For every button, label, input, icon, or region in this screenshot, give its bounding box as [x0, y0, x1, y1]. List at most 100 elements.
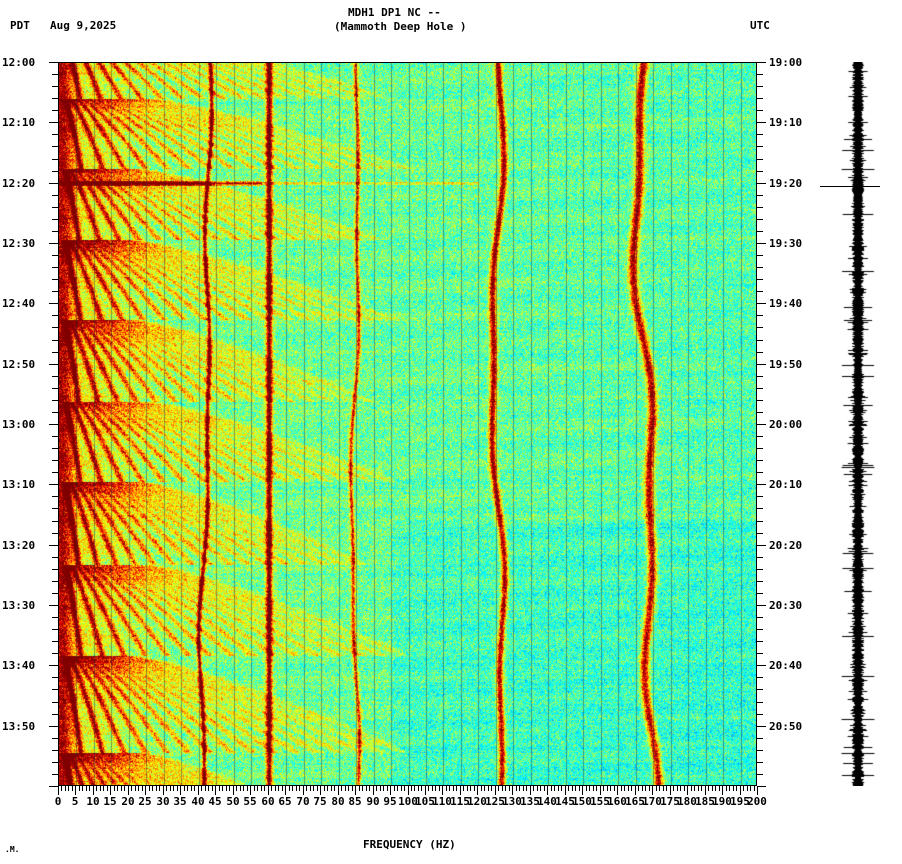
freq-tick-minor — [432, 786, 433, 791]
time-tick-minor — [52, 400, 58, 401]
time-tick-major — [757, 665, 766, 666]
time-tick-major — [49, 303, 58, 304]
freq-tick-label: 105 — [415, 795, 435, 808]
freq-tick-major — [722, 786, 723, 795]
freq-tick-minor — [572, 786, 573, 791]
freq-tick-label: 190 — [712, 795, 732, 808]
freq-tick-minor — [666, 786, 667, 791]
freq-tick-minor — [138, 786, 139, 791]
freq-tick-major — [215, 786, 216, 795]
freq-tick-minor — [502, 786, 503, 791]
freq-tick-minor — [131, 786, 132, 791]
time-tick-minor — [757, 98, 763, 99]
time-tick-label: 13:30 — [2, 599, 36, 612]
time-tick-minor — [757, 86, 763, 87]
freq-tick-major — [128, 786, 129, 795]
frequency-axis-label: FREQUENCY (HZ) — [363, 838, 456, 851]
freq-tick-minor — [191, 786, 192, 791]
freq-tick-minor — [401, 786, 402, 791]
time-tick-minor — [52, 641, 58, 642]
freq-tick-major — [757, 786, 758, 795]
freq-tick-label: 145 — [555, 795, 575, 808]
time-tick-label: 12:50 — [2, 358, 36, 371]
freq-tick-major — [75, 786, 76, 795]
time-tick-minor — [52, 219, 58, 220]
freq-tick-label: 80 — [331, 795, 345, 808]
freq-tick-minor — [638, 786, 639, 791]
time-tick-major — [757, 62, 766, 63]
freq-tick-major — [670, 786, 671, 795]
freq-tick-major — [425, 786, 426, 795]
freq-tick-minor — [586, 786, 587, 791]
freq-tick-minor — [624, 786, 625, 791]
freq-tick-minor — [261, 786, 262, 791]
freq-tick-minor — [135, 786, 136, 791]
freq-tick-minor — [701, 786, 702, 791]
freq-tick-label: 185 — [695, 795, 715, 808]
freq-tick-minor — [65, 786, 66, 791]
freq-tick-label: 135 — [520, 795, 540, 808]
time-tick-minor — [52, 207, 58, 208]
freq-tick-minor — [187, 786, 188, 791]
freq-tick-minor — [607, 786, 608, 791]
freq-tick-minor — [362, 786, 363, 791]
time-tick-major — [49, 786, 58, 787]
time-tick-label: 12:10 — [2, 116, 36, 129]
time-tick-minor — [757, 195, 763, 196]
time-tick-major — [757, 605, 766, 606]
freq-tick-minor — [610, 786, 611, 791]
time-tick-major — [757, 786, 766, 787]
freq-tick-label: 115 — [450, 795, 470, 808]
freq-tick-minor — [61, 786, 62, 791]
time-tick-minor — [52, 412, 58, 413]
time-tick-minor — [52, 376, 58, 377]
time-tick-major — [757, 484, 766, 485]
freq-tick-minor — [271, 786, 272, 791]
freq-tick-major — [163, 786, 164, 795]
freq-tick-minor — [509, 786, 510, 791]
freq-tick-label: 0 — [54, 795, 62, 808]
freq-tick-minor — [453, 786, 454, 791]
time-tick-label: 20:30 — [769, 599, 803, 612]
freq-tick-major — [390, 786, 391, 795]
spectrogram-plot[interactable] — [58, 62, 757, 786]
freq-tick-label: 195 — [730, 795, 750, 808]
time-tick-minor — [757, 134, 763, 135]
freq-tick-minor — [589, 786, 590, 791]
freq-tick-minor — [236, 786, 237, 791]
freq-tick-minor — [82, 786, 83, 791]
freq-tick-minor — [649, 786, 650, 791]
time-tick-label: 19:20 — [769, 177, 803, 190]
freq-tick-major — [740, 786, 741, 795]
time-tick-minor — [757, 171, 763, 172]
time-tick-minor — [757, 448, 763, 449]
freq-tick-label: 30 — [156, 795, 170, 808]
freq-tick-label: 50 — [226, 795, 240, 808]
freq-tick-minor — [376, 786, 377, 791]
time-tick-major — [757, 122, 766, 123]
freq-tick-minor — [282, 786, 283, 791]
freq-tick-minor — [278, 786, 279, 791]
freq-tick-minor — [621, 786, 622, 791]
freq-tick-label: 200 — [747, 795, 767, 808]
time-tick-minor — [757, 159, 763, 160]
trace-time-marker — [820, 186, 880, 187]
freq-tick-minor — [387, 786, 388, 791]
time-tick-minor — [52, 569, 58, 570]
freq-tick-major — [512, 786, 513, 795]
freq-tick-major — [93, 786, 94, 795]
freq-tick-minor — [324, 786, 325, 791]
freq-tick-minor — [446, 786, 447, 791]
time-tick-minor — [757, 219, 763, 220]
freq-tick-major — [355, 786, 356, 795]
freq-tick-minor — [561, 786, 562, 791]
time-tick-minor — [52, 74, 58, 75]
freq-tick-minor — [729, 786, 730, 791]
timezone-label-left: PDT — [10, 19, 30, 32]
freq-tick-minor — [170, 786, 171, 791]
time-tick-minor — [757, 207, 763, 208]
freq-tick-minor — [470, 786, 471, 791]
freq-tick-label: 35 — [173, 795, 187, 808]
freq-tick-minor — [439, 786, 440, 791]
freq-tick-major — [547, 786, 548, 795]
